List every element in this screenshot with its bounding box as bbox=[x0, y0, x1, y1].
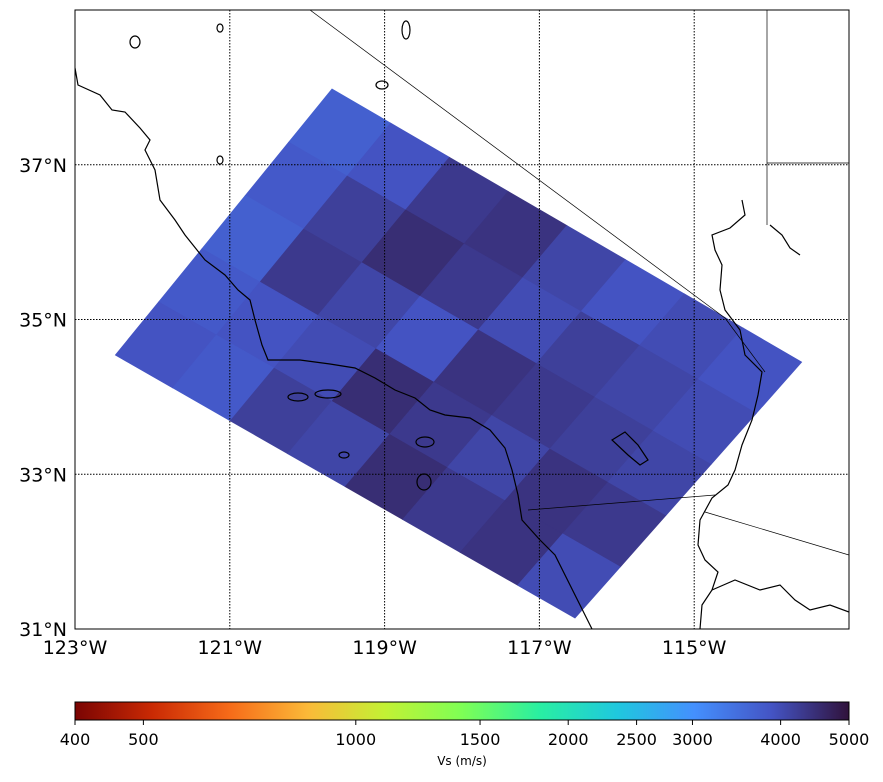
island bbox=[314, 389, 342, 399]
colorbar-tick-label: 400 bbox=[60, 730, 91, 749]
lake bbox=[401, 20, 411, 40]
lake bbox=[375, 80, 389, 90]
colorbar-tick-label: 5000 bbox=[829, 730, 870, 749]
island bbox=[338, 451, 350, 459]
colorbar-tick-label: 1000 bbox=[335, 730, 376, 749]
x-tick-label: 119°W bbox=[352, 637, 417, 659]
state-border bbox=[724, 317, 766, 373]
coastline bbox=[711, 579, 849, 613]
x-tick-label: 117°W bbox=[507, 637, 572, 659]
lake bbox=[611, 431, 649, 466]
colorbar-tick-label: 2000 bbox=[548, 730, 589, 749]
x-tick-label: 123°W bbox=[43, 637, 108, 659]
country-border bbox=[704, 511, 849, 556]
coastlines bbox=[75, 10, 849, 629]
vs-field bbox=[114, 88, 803, 619]
coastline bbox=[75, 67, 593, 629]
lake bbox=[216, 155, 224, 165]
island bbox=[287, 392, 309, 402]
map-frame bbox=[74, 9, 850, 630]
colorbar-label: Vs (m/s) bbox=[437, 754, 487, 768]
y-tick-label: 33°N bbox=[19, 464, 67, 486]
x-tick-label: 115°W bbox=[662, 637, 727, 659]
coastline bbox=[697, 199, 801, 629]
lake bbox=[129, 35, 141, 49]
colorbar-tick-label: 4000 bbox=[760, 730, 801, 749]
x-tick-label: 121°W bbox=[198, 637, 263, 659]
y-tick-label: 35°N bbox=[19, 310, 67, 332]
colorbar-tick-label: 500 bbox=[128, 730, 159, 749]
y-tick-label: 37°N bbox=[19, 155, 67, 177]
island bbox=[415, 436, 435, 448]
lake bbox=[216, 23, 224, 33]
vs-cell bbox=[517, 533, 621, 619]
y-tick-label: 31°N bbox=[19, 619, 67, 641]
colorbar-tick-label: 3000 bbox=[672, 730, 713, 749]
country-border bbox=[527, 494, 716, 511]
colorbar-tick-label: 2500 bbox=[616, 730, 657, 749]
colorbar bbox=[74, 701, 850, 721]
colorbar-tick-label: 1500 bbox=[460, 730, 501, 749]
state-border bbox=[309, 10, 726, 319]
